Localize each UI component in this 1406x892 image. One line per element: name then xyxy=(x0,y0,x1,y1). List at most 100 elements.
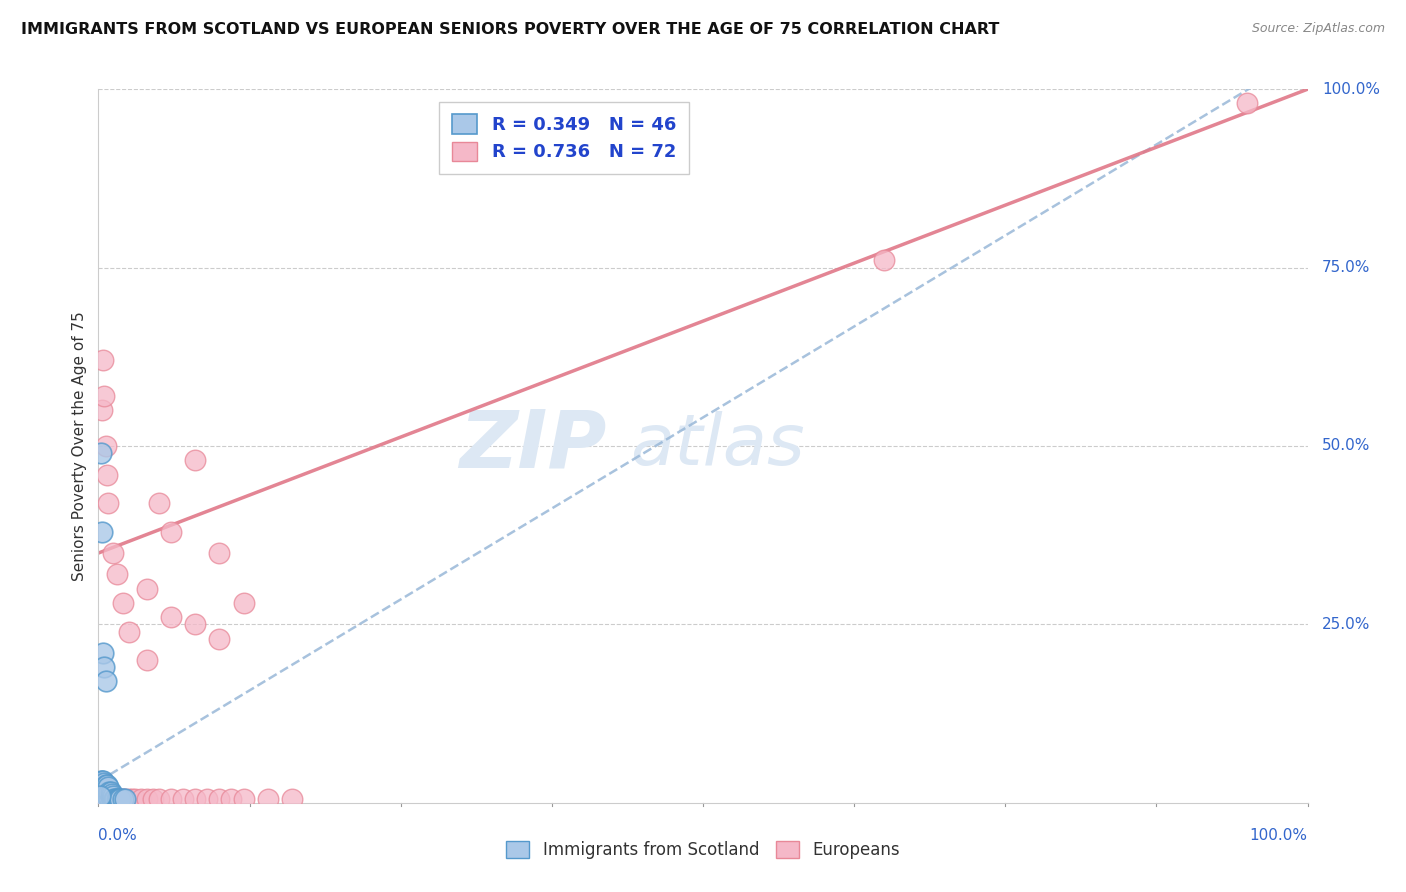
Point xyxy=(100,787,122,801)
Point xyxy=(93,785,115,799)
Point xyxy=(89,785,111,799)
Point xyxy=(111,792,134,806)
Point xyxy=(172,792,194,806)
Point xyxy=(160,524,183,539)
Point xyxy=(94,787,117,801)
Point xyxy=(96,789,118,803)
Point xyxy=(148,496,170,510)
Point xyxy=(96,784,118,798)
Point xyxy=(89,789,111,803)
Point xyxy=(91,776,114,790)
Point xyxy=(103,792,125,806)
Point xyxy=(100,787,122,801)
Point xyxy=(96,781,118,796)
Point xyxy=(96,778,118,792)
Point xyxy=(96,780,118,794)
Point xyxy=(94,778,117,792)
Point xyxy=(195,792,218,806)
Point xyxy=(97,780,120,794)
Point xyxy=(107,792,129,806)
Point xyxy=(93,660,115,674)
Point xyxy=(94,787,117,801)
Point xyxy=(90,446,112,460)
Text: 50.0%: 50.0% xyxy=(1322,439,1371,453)
Point xyxy=(100,785,122,799)
Point xyxy=(90,778,112,792)
Point xyxy=(873,253,896,268)
Point xyxy=(135,582,157,596)
Point xyxy=(91,787,114,801)
Point xyxy=(91,524,114,539)
Point xyxy=(100,792,122,806)
Point xyxy=(118,792,141,806)
Point xyxy=(94,783,117,797)
Point xyxy=(135,653,157,667)
Point xyxy=(93,776,115,790)
Point xyxy=(208,546,231,560)
Point xyxy=(94,439,117,453)
Point xyxy=(160,792,183,806)
Point xyxy=(184,617,207,632)
Point xyxy=(93,783,115,797)
Text: 75.0%: 75.0% xyxy=(1322,260,1371,275)
Point xyxy=(91,783,114,797)
Point xyxy=(97,790,120,805)
Point xyxy=(98,785,121,799)
Point xyxy=(184,792,207,806)
Point xyxy=(129,792,152,806)
Point xyxy=(91,781,114,796)
Point xyxy=(93,780,115,794)
Point xyxy=(108,792,131,806)
Point xyxy=(105,567,128,582)
Point xyxy=(96,467,118,482)
Legend: Immigrants from Scotland, Europeans: Immigrants from Scotland, Europeans xyxy=(499,834,907,866)
Point xyxy=(111,792,134,806)
Point xyxy=(90,780,112,794)
Point xyxy=(91,778,114,792)
Point xyxy=(100,792,122,806)
Point xyxy=(256,792,278,806)
Point xyxy=(96,789,118,803)
Point xyxy=(208,792,231,806)
Point xyxy=(93,781,115,796)
Point xyxy=(93,389,115,403)
Point xyxy=(100,792,122,806)
Point xyxy=(124,792,146,806)
Point xyxy=(96,785,118,799)
Point xyxy=(105,792,128,806)
Point xyxy=(91,778,114,792)
Point xyxy=(118,624,141,639)
Point xyxy=(104,792,127,806)
Point xyxy=(91,785,114,799)
Point xyxy=(101,546,124,560)
Point xyxy=(91,403,114,417)
Point xyxy=(97,789,120,803)
Point xyxy=(108,792,131,806)
Point xyxy=(93,785,115,799)
Text: ZIP: ZIP xyxy=(458,407,606,485)
Point xyxy=(142,792,165,806)
Point xyxy=(91,353,114,368)
Point xyxy=(1236,96,1258,111)
Point xyxy=(114,792,136,806)
Point xyxy=(97,785,120,799)
Point xyxy=(101,792,124,806)
Point xyxy=(108,792,131,806)
Point xyxy=(91,774,114,789)
Point xyxy=(184,453,207,467)
Point xyxy=(281,792,304,806)
Y-axis label: Seniors Poverty Over the Age of 75: Seniors Poverty Over the Age of 75 xyxy=(72,311,87,581)
Point xyxy=(101,789,124,803)
Text: IMMIGRANTS FROM SCOTLAND VS EUROPEAN SENIORS POVERTY OVER THE AGE OF 75 CORRELAT: IMMIGRANTS FROM SCOTLAND VS EUROPEAN SEN… xyxy=(21,22,1000,37)
Text: atlas: atlas xyxy=(630,411,806,481)
Text: 25.0%: 25.0% xyxy=(1322,617,1371,632)
Point xyxy=(108,792,131,806)
Point xyxy=(90,783,112,797)
Point xyxy=(232,792,254,806)
Point xyxy=(98,785,121,799)
Text: Source: ZipAtlas.com: Source: ZipAtlas.com xyxy=(1251,22,1385,36)
Text: 100.0%: 100.0% xyxy=(1322,82,1381,96)
Point xyxy=(94,778,117,792)
Point xyxy=(91,783,114,797)
Point xyxy=(89,781,111,796)
